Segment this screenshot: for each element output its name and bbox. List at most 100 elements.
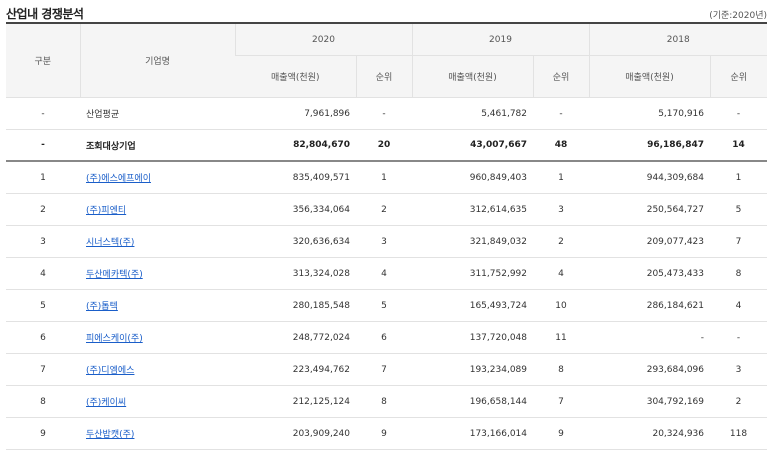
sales-2018: 304,792,169 [646,396,704,407]
rank-2018: 8 [735,268,742,279]
header-year-2019: 2019 [411,23,589,56]
table-row: 3 시너스텍(주) 320,636,634 3 321,849,032 2 209,077,… [6,225,767,258]
rank-2020-cell: 2 [356,193,412,226]
company-name-cell: (주)케이씨 [80,385,235,418]
sales-2019-cell: 321,849,032 [412,225,533,258]
table-body: - 산업평균 7,961,896 - 5,461,782 - 5,170,916 - - 조회대상… [6,97,767,450]
table-row: 6 피에스케이(주) 248,772,024 6 137,720,048 11 - - [6,321,767,354]
rank-2020-cell: 3 [356,225,412,258]
table-row: 1 (주)에스에프에이 835,409,571 1 960,849,403 1 944,30… [6,161,767,194]
rank-2018: 3 [735,364,742,375]
company-link[interactable]: (주)피엔티 [86,206,127,216]
company-link[interactable]: (주)디엠에스 [86,366,135,376]
sales-2019: 165,493,724 [469,300,527,311]
rank-2019: 48 [554,140,568,150]
row-number: 4 [40,268,46,279]
rank-2018-cell: - [710,321,767,354]
competition-table: 구분 기업명 2020 2019 2018 매출액(천원) 순위 매출액(천원)… [6,22,767,450]
rank-2019-cell: 7 [533,385,589,418]
sales-2019: 312,614,635 [469,204,527,215]
row-number-cell: 1 [6,161,80,194]
rank-2020-cell: 1 [356,161,412,194]
sales-2020-cell: 203,909,240 [235,417,356,450]
sales-2019-cell: 196,658,144 [412,385,533,418]
sales-2020: 223,494,762 [292,364,350,375]
sales-2018: 209,077,423 [646,236,704,247]
rank-2020-cell: 9 [356,417,412,450]
table-row: 4 두산메카텍(주) 313,324,028 4 311,752,992 4 205,473… [6,257,767,290]
company-link[interactable]: 두산메카텍(주) [86,270,143,280]
table-row: 7 (주)디엠에스 223,494,762 7 193,234,089 8 293,684,… [6,353,767,386]
sales-2018-cell: 205,473,433 [589,257,710,290]
rank-2018-cell: 14 [710,129,767,162]
header-sales-2020: 매출액(천원) [235,55,356,98]
section-title: 산업내 경쟁분석 [6,7,84,21]
sales-2020-cell: 223,494,762 [235,353,356,386]
sales-2019: 137,720,048 [469,332,527,343]
rank-2018: 2 [735,396,742,407]
rank-2019-cell: 4 [533,257,589,290]
sales-2019: 960,849,403 [469,172,527,183]
rank-2019: 11 [555,332,567,343]
sales-2018-cell: 293,684,096 [589,353,710,386]
company-link[interactable]: 피에스케이(주) [86,334,143,344]
rank-2019: 10 [555,300,567,311]
company-link[interactable]: (주)에스에프에이 [86,174,151,184]
sales-2020: 7,961,896 [304,108,350,119]
company-name-cell: (주)디엠에스 [80,353,235,386]
sales-2018: 20,324,936 [652,428,704,439]
sales-2018: 250,564,727 [646,204,704,215]
table-row: 9 두산밥캣(주) 203,909,240 9 173,166,014 9 20,324,9… [6,417,767,450]
company-link[interactable]: (주)톱텍 [86,302,118,312]
table-row: - 조회대상기업 82,804,670 20 43,007,667 48 96,186,84… [6,129,767,162]
table-row: 2 (주)피엔티 356,334,064 2 312,614,635 3 250,564,7… [6,193,767,226]
company-link[interactable]: (주)케이씨 [86,398,127,408]
sales-2018-cell: 304,792,169 [589,385,710,418]
sales-2019: 196,658,144 [469,396,527,407]
sales-2019: 321,849,032 [469,236,527,247]
rank-2019: 4 [558,268,564,279]
sales-2019: 5,461,782 [481,108,527,119]
company-link[interactable]: 두산밥캣(주) [86,430,135,440]
sales-2018: 944,309,684 [646,172,704,183]
rank-2018: 4 [735,300,742,311]
rank-2019-cell: 2 [533,225,589,258]
rank-2020: 8 [381,396,387,407]
header-sales-2019: 매출액(천원) [411,55,533,98]
company-name-cell: (주)톱텍 [80,289,235,322]
rank-2019-cell: 9 [533,417,589,450]
sales-2019-cell: 193,234,089 [412,353,533,386]
rank-2020: 4 [381,268,387,279]
sales-2019-cell: 137,720,048 [412,321,533,354]
sales-2019: 193,234,089 [469,364,527,375]
sales-2020: 203,909,240 [292,428,350,439]
sales-2018-cell: 209,077,423 [589,225,710,258]
sales-2020-cell: 212,125,124 [235,385,356,418]
sales-2018-cell: 944,309,684 [589,161,710,194]
row-number-cell: 7 [6,353,80,386]
rank-2019: 7 [558,396,564,407]
header-year-2018: 2018 [588,23,767,56]
header-year-2020: 2020 [234,23,412,56]
rank-2018: 1 [735,172,742,183]
rank-2020: 3 [381,236,387,247]
rank-2018-cell: 3 [710,353,767,386]
sales-2020-cell: 835,409,571 [235,161,356,194]
sales-2020: 212,125,124 [292,396,350,407]
company-link[interactable]: 시너스텍(주) [86,238,135,248]
row-number-cell: 5 [6,289,80,322]
sales-2020-cell: 313,324,028 [235,257,356,290]
table-row: 5 (주)톱텍 280,185,548 5 165,493,724 10 286,184,6… [6,289,767,322]
row-number: - [41,140,45,150]
rank-2019-cell: 1 [533,161,589,194]
row-number: 8 [40,396,46,407]
rank-2019-cell: 11 [533,321,589,354]
rank-2018-cell: 4 [710,289,767,322]
rank-2018: 5 [735,204,742,215]
sales-2019: 173,166,014 [469,428,527,439]
rank-2018-cell: 118 [710,417,767,450]
table-header: 구분 기업명 2020 2019 2018 매출액(천원) 순위 매출액(천원)… [6,23,767,98]
company-name-cell: 두산메카텍(주) [80,257,235,290]
rank-2018-cell: - [710,97,767,130]
